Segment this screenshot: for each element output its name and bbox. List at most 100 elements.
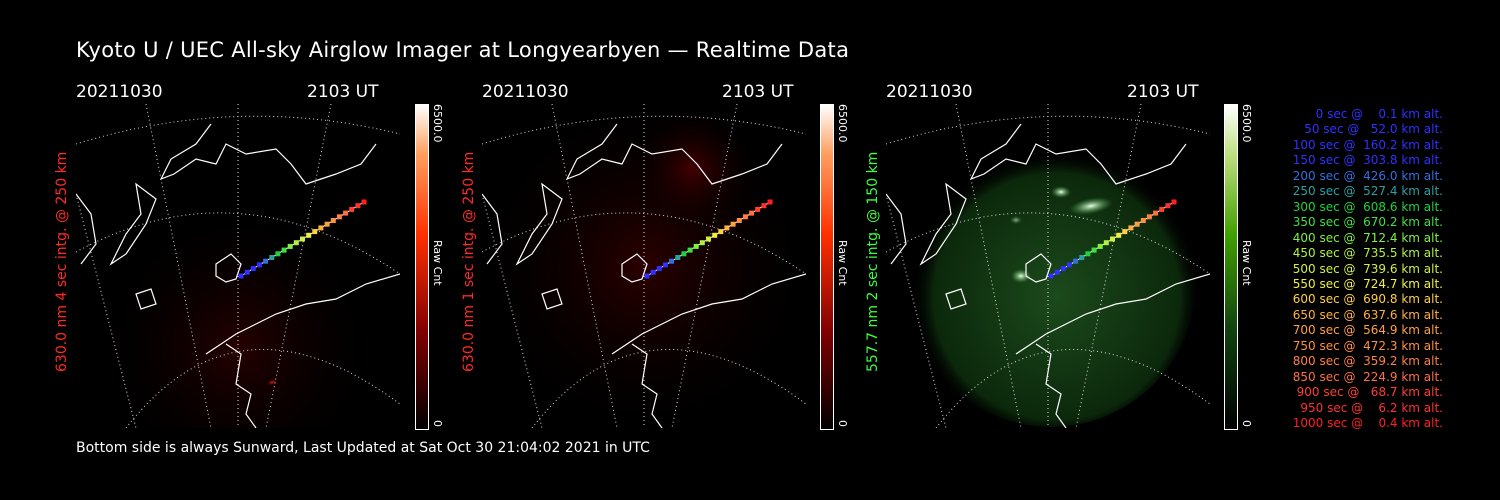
trajectory-marker <box>693 243 699 249</box>
panel-2-colorbar-unit: Raw Cnt <box>836 240 849 286</box>
legend-row: 50 sec @ 52.0 km alt. <box>1296 122 1443 137</box>
panel-3-time: 2103 UT <box>1127 82 1199 102</box>
panel-2-colorbar-max: 6500.0 <box>836 104 849 143</box>
trajectory-marker <box>281 247 287 253</box>
trajectory-marker <box>749 210 755 216</box>
trajectory-marker <box>293 240 299 246</box>
trajectory-marker <box>736 218 742 223</box>
panel-3-colorbar <box>1224 104 1238 430</box>
panel-1-colorbar-unit: Raw Cnt <box>431 240 444 286</box>
trajectory-marker <box>1048 273 1054 279</box>
trajectory-marker <box>1103 240 1109 246</box>
trajectory-marker <box>318 225 324 231</box>
legend-row: 1000 sec @ 0.4 km alt. <box>1292 416 1443 431</box>
legend-row: 850 sec @ 224.9 km alt. <box>1288 369 1443 384</box>
legend-row: 600 sec @ 690.8 km alt. <box>1288 292 1443 307</box>
trajectory-marker <box>1134 221 1140 227</box>
trajectory-marker <box>275 251 281 257</box>
trajectory-marker <box>349 206 355 212</box>
legend-row: 900 sec @ 68.7 km alt. <box>1292 385 1443 400</box>
trajectory-marker <box>730 221 736 227</box>
legend-row: 100 sec @ 160.2 km alt. <box>1288 137 1443 152</box>
trajectory-marker <box>1128 225 1134 231</box>
trajectory-marker <box>718 229 724 235</box>
panel-2-date: 20211030 <box>482 82 569 102</box>
trajectory-marker <box>1073 258 1079 264</box>
panel-2-colorbar-min: 0 <box>836 420 849 427</box>
trajectory-marker <box>1140 218 1146 223</box>
panel-1-image <box>76 104 400 428</box>
trajectory-marker <box>687 247 693 253</box>
panel-1-time: 2103 UT <box>307 82 379 102</box>
trajectory-marker <box>1097 243 1103 249</box>
trajectory-marker <box>1054 269 1060 275</box>
trajectory-marker <box>675 255 681 260</box>
trajectory-marker <box>742 214 748 220</box>
trajectory-marker <box>343 210 349 216</box>
panel-1-date: 20211030 <box>76 82 163 102</box>
legend-row: 250 sec @ 527.4 km alt. <box>1288 184 1443 199</box>
legend-row: 550 sec @ 724.7 km alt. <box>1288 276 1443 291</box>
trajectory-marker <box>1122 229 1128 235</box>
trajectory-marker <box>1116 232 1122 238</box>
legend-row: 650 sec @ 637.6 km alt. <box>1288 307 1443 322</box>
legend-row: 200 sec @ 426.0 km alt. <box>1288 168 1443 183</box>
panel-3-image <box>886 104 1210 428</box>
panel-1-ylabel: 630.0 nm 4 sec intg. @ 250 km <box>54 151 70 372</box>
trajectory-marker <box>1165 203 1171 209</box>
trajectory-marker <box>1159 206 1165 212</box>
footer-note: Bottom side is always Sunward, Last Upda… <box>76 440 650 456</box>
trajectory-marker <box>699 240 705 246</box>
trajectory-marker <box>1079 255 1085 260</box>
panel-1-colorbar-min: 0 <box>431 420 444 427</box>
panel-2-image <box>482 104 806 428</box>
trajectory-marker <box>1091 247 1097 253</box>
trajectory-marker <box>306 232 312 238</box>
trajectory-marker <box>250 266 256 272</box>
panel-2-ylabel: 630.0 nm 1 sec intg. @ 250 km <box>461 151 477 372</box>
panel-2-colorbar <box>820 104 834 430</box>
trajectory-marker <box>263 258 269 264</box>
trajectory-marker <box>656 266 662 272</box>
trajectory-marker <box>361 199 367 205</box>
trajectory-marker <box>650 269 656 275</box>
legend-row: 700 sec @ 564.9 km alt. <box>1288 323 1443 338</box>
trajectory-marker <box>238 273 244 279</box>
trajectory-marker <box>662 262 668 268</box>
trajectory-marker <box>755 206 761 212</box>
trajectory-marker <box>1110 236 1115 242</box>
trajectory-marker <box>330 218 336 223</box>
legend-row: 800 sec @ 359.2 km alt. <box>1288 354 1443 369</box>
panel-3-date: 20211030 <box>886 82 973 102</box>
trajectory-marker <box>256 262 262 268</box>
trajectory-marker <box>269 255 275 260</box>
trajectory-marker <box>644 273 650 279</box>
trajectory-marker <box>767 199 773 205</box>
trajectory-marker <box>1085 251 1091 257</box>
legend-row: 950 sec @ 6.2 km alt. <box>1296 400 1443 415</box>
panel-3-colorbar-min: 0 <box>1240 420 1253 427</box>
panel-1-colorbar-max: 6500.0 <box>431 104 444 143</box>
trajectory-marker <box>287 243 293 249</box>
legend-row: 500 sec @ 739.6 km alt. <box>1288 261 1443 276</box>
trajectory-marker <box>312 229 318 235</box>
trajectory-marker <box>1060 266 1066 272</box>
legend-row: 0 sec @ 0.1 km alt. <box>1304 107 1443 121</box>
trajectory-marker <box>1153 210 1159 216</box>
trajectory-marker <box>1066 262 1072 268</box>
legend-row: 450 sec @ 735.5 km alt. <box>1288 246 1443 261</box>
trajectory-marker <box>300 236 305 242</box>
trajectory-marker <box>669 258 675 264</box>
trajectory-marker <box>706 236 711 242</box>
trajectory-marker <box>244 269 250 275</box>
trajectory-marker <box>761 203 767 209</box>
trajectory-marker <box>712 232 718 238</box>
trajectory-marker <box>1171 199 1177 205</box>
trajectory-marker <box>324 221 330 227</box>
trajectory-marker <box>355 203 361 209</box>
trajectory-marker <box>336 214 342 220</box>
panel-3-colorbar-max: 6500.0 <box>1240 104 1253 143</box>
legend-row: 300 sec @ 608.6 km alt. <box>1288 199 1443 214</box>
panel-3-colorbar-unit: Raw Cnt <box>1240 240 1253 286</box>
panel-1-colorbar <box>415 104 429 430</box>
